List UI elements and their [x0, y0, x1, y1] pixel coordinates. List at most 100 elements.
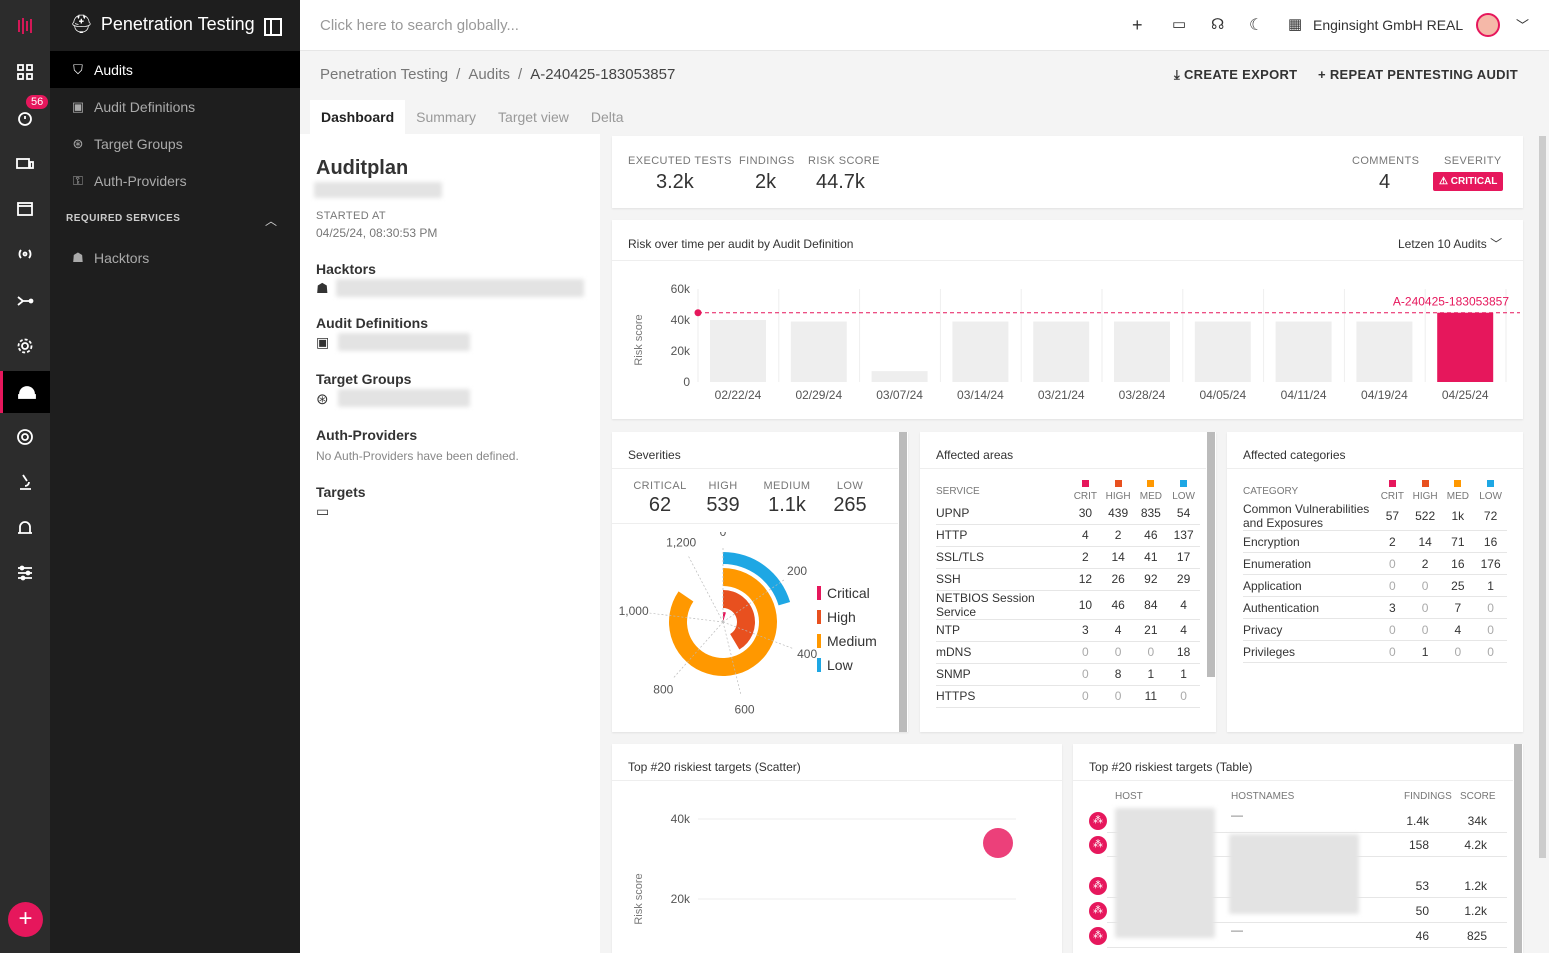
sidebar-item-auth-providers[interactable]: ⚿ Auth-Providers — [50, 162, 300, 199]
table-cell: Encryption — [1243, 530, 1377, 553]
radar-icon[interactable] — [0, 417, 50, 457]
sliders-icon[interactable] — [0, 553, 50, 593]
scrollbar[interactable] — [899, 432, 907, 732]
table-cell: 2 — [1408, 552, 1442, 575]
table-row[interactable]: mDNS 0 0 0 18 — [936, 641, 1200, 664]
table-cell: 0 — [1408, 596, 1442, 619]
severity-count-label: CRITICAL — [633, 480, 687, 492]
page-scrollbar[interactable] — [1539, 136, 1546, 858]
redacted-hostnames — [1229, 834, 1359, 914]
y-tick-label: 60k — [671, 282, 691, 296]
x-tick-label: 04/19/24 — [1361, 388, 1408, 402]
alarm-icon[interactable] — [0, 508, 50, 548]
audit-range-select[interactable]: Letzen 10 Audits ﹀ — [1398, 235, 1502, 252]
broadcast-icon[interactable] — [0, 234, 50, 274]
table-cell: 0 — [1069, 685, 1102, 708]
table-cell: 0 — [1376, 640, 1409, 663]
table-row[interactable]: Encryption 2 14 71 16 — [1243, 530, 1507, 553]
sidebar-item-target-groups[interactable]: ⊛ Target Groups — [50, 125, 300, 162]
score-cell: 825 — [1466, 929, 1487, 943]
microscope-icon[interactable] — [0, 462, 50, 502]
key-icon: ⚿ — [73, 172, 83, 188]
plus-icon[interactable]: + — [1132, 15, 1143, 35]
breadcrumb-item[interactable]: Audits — [468, 66, 511, 83]
dark-mode-icon[interactable]: ☾ — [1249, 17, 1264, 34]
logo-icon[interactable] — [0, 6, 50, 46]
table-row[interactable]: Application 0 0 25 1 — [1243, 574, 1507, 597]
comments-label: COMMENTS — [1352, 155, 1420, 167]
org-name[interactable]: Enginsight GmbH REAL — [1313, 17, 1464, 33]
radial-tick-label: 600 — [735, 702, 755, 716]
severity-radial-chart: 0 200 400 600 800 1,000 1,200 Critical High Mediu… — [619, 532, 877, 716]
table-cell: Privacy — [1243, 618, 1377, 641]
flow-icon[interactable] — [0, 281, 50, 321]
app-rail: 56 + — [0, 0, 50, 953]
table-cell: 18 — [1167, 641, 1200, 664]
gear-icon[interactable] — [0, 326, 50, 366]
create-export-button[interactable]: ⤓ CREATE EXPORT — [1174, 67, 1297, 83]
started-label: STARTED AT — [316, 210, 387, 222]
support-icon[interactable]: ☊ — [1211, 16, 1225, 33]
table-cell: Authentication — [1243, 596, 1377, 619]
affected-categories-card: Affected categories CATEGORY CRIT HIGH MED L… — [1227, 432, 1523, 732]
column-header: MED — [1441, 480, 1474, 502]
tab-dashboard[interactable]: Dashboard — [310, 100, 406, 134]
table-row[interactable]: Authentication 3 0 7 0 — [1243, 596, 1507, 619]
table-row[interactable]: HTTPS 0 0 11 0 — [936, 685, 1200, 708]
table-row[interactable]: ⁂ 50 1.2k — [1073, 902, 1513, 924]
feedback-icon[interactable]: ▭ — [1172, 16, 1187, 33]
scrollbar[interactable] — [1514, 744, 1522, 953]
tab-summary[interactable]: Summary — [416, 109, 477, 125]
table-row[interactable]: SSL/TLS 2 14 41 17 — [936, 546, 1200, 569]
global-search-input[interactable]: Click here to search globally... — [320, 17, 519, 34]
avatar[interactable] — [1476, 13, 1500, 37]
window-icon[interactable] — [0, 189, 50, 229]
sidebar-item-audit-definitions[interactable]: ▣ Audit Definitions — [50, 88, 300, 125]
table-row[interactable]: Common Vulnerabilities and Exposures 57 52… — [1243, 502, 1507, 531]
kpi-card: EXECUTED TESTS 3.2k FINDINGS 2k RISK SCO… — [612, 136, 1523, 208]
table-cell: 137 — [1167, 524, 1200, 547]
tab-delta[interactable]: Delta — [590, 109, 624, 125]
table-row[interactable]: SSH 12 26 92 29 — [936, 568, 1200, 591]
table-cell: 84 — [1134, 590, 1168, 620]
dashboard-icon[interactable] — [0, 52, 50, 92]
severity-count-value: 265 — [833, 494, 867, 516]
top-targets-title: Top #20 riskiest targets (Table) — [1089, 760, 1253, 774]
chevron-down-icon[interactable]: ﹀ — [1516, 18, 1530, 33]
scrollbar[interactable] — [1207, 432, 1215, 677]
table-row[interactable]: ⁂ 46 825 — [1073, 927, 1513, 949]
breadcrumb-item[interactable]: Penetration Testing — [320, 66, 449, 83]
collapse-sidebar-icon[interactable] — [264, 18, 282, 36]
add-button[interactable]: + — [8, 902, 43, 937]
sidebar-item-label: Audit Definitions — [94, 98, 196, 115]
table-row[interactable]: Privacy 0 0 4 0 — [1243, 618, 1507, 641]
alerts-icon[interactable] — [0, 98, 50, 138]
table-cell: 0 — [1101, 685, 1135, 708]
table-row[interactable]: ⁂ 1.4k 34k — [1073, 812, 1513, 834]
top-targets-card: Top #20 riskiest targets (Table) HOST HO… — [1073, 744, 1523, 953]
severities-card: Severities CRITICAL 62 HIGH 539 MEDIUM 1.1k LO… — [612, 432, 908, 732]
y-tick-label: 20k — [671, 344, 691, 358]
repeat-audit-button[interactable]: + REPEAT PENTESTING AUDIT — [1318, 67, 1518, 82]
executed-tests-value: 3.2k — [656, 171, 694, 193]
table-row[interactable]: NETBIOS Session Service 10 46 84 4 — [936, 590, 1200, 620]
table-cell: 2 — [1101, 524, 1135, 547]
table-cell: 0 — [1376, 574, 1409, 597]
table-row[interactable]: Privileges 0 1 0 0 — [1243, 640, 1507, 663]
sidebar-item-hacktors[interactable]: ☗ Hacktors — [50, 239, 300, 276]
tab-target-view[interactable]: Target view — [498, 109, 569, 125]
pentest-icon[interactable] — [0, 371, 50, 413]
table-cell: Enumeration — [1243, 552, 1377, 575]
table-row[interactable]: UPNP 30 439 835 54 — [936, 502, 1200, 525]
table-cell: 29 — [1167, 568, 1200, 591]
column-header: CRIT — [1069, 480, 1102, 502]
devices-icon[interactable] — [0, 144, 50, 184]
table-row[interactable]: NTP 3 4 21 4 — [936, 619, 1200, 642]
sidebar-item-audits[interactable]: ⛉ Audits — [50, 51, 300, 88]
table-row[interactable]: Enumeration 0 2 16 176 — [1243, 552, 1507, 575]
bar — [710, 320, 766, 382]
table-row[interactable]: SNMP 0 8 1 1 — [936, 663, 1200, 686]
table-row[interactable]: HTTP 4 2 46 137 — [936, 524, 1200, 547]
chevron-up-icon[interactable]: ︿ — [265, 214, 278, 228]
table-cell: 1k — [1441, 502, 1475, 531]
